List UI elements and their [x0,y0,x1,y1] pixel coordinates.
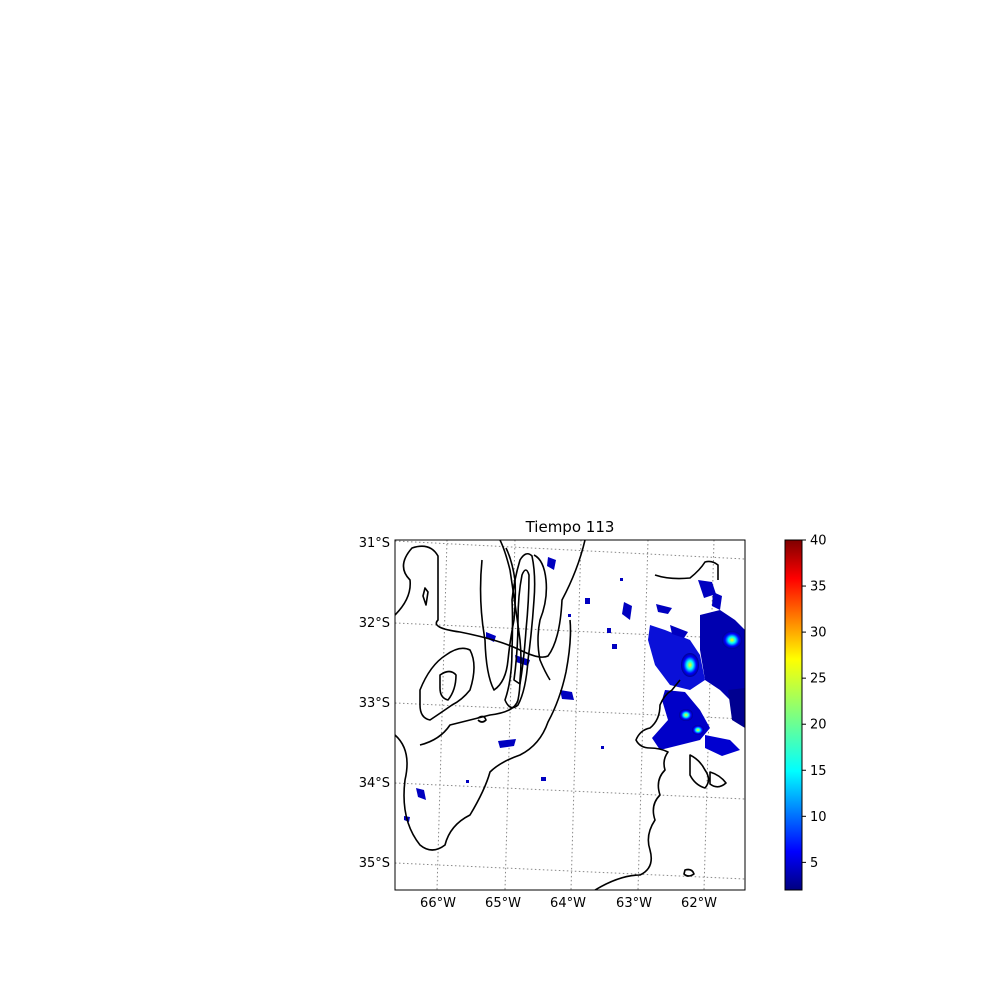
colorbar-tick-label: 30 [810,626,827,641]
lon-label: 64°W [550,896,586,911]
contour-inner-1 [419,540,522,746]
lat-label: 32°S [359,616,390,631]
lat-label: 31°S [359,536,390,551]
colorbar-tick-label: 35 [810,580,827,595]
map-title: Tiempo 113 [525,518,615,536]
contour-outer [395,540,586,658]
lat-label: 34°S [359,776,390,791]
lon-axis: 66°W 65°W 64°W 63°W 62°W [420,896,717,911]
lat-label: 33°S [359,696,390,711]
contour-inner-7 [439,670,457,701]
precipitation-field [404,557,745,822]
contour-inner-2 [419,647,475,721]
contour-islands [683,754,727,877]
parallel-31 [395,540,745,560]
map-panel [395,540,745,890]
contour-inner-5 [513,569,530,685]
lat-axis: 31°S 32°S 33°S 34°S 35°S [359,536,390,871]
graticule [395,540,745,890]
contour-south [395,619,572,851]
contour-ring [477,715,487,723]
colorbar-tick-label: 40 [810,534,827,549]
lon-label: 66°W [420,896,456,911]
lon-label: 62°W [681,896,717,911]
colorbar-tick-label: 10 [810,810,827,825]
contour-lake [422,587,429,606]
contour-inner-6 [533,554,551,681]
map-frame [394,539,746,891]
contour-northeast [654,560,719,580]
colorbar-tick-label: 25 [810,672,827,687]
colorbar-tick-label: 20 [810,718,827,733]
colorbar-tick-label: 5 [810,856,818,871]
lon-label: 65°W [485,896,521,911]
colorbar-gradient [784,539,803,891]
lat-label: 35°S [359,856,390,871]
contour-east-coast [594,679,681,890]
colorbar: 5 10 15 20 25 30 35 40 [784,534,827,891]
colorbar-ticks: 5 10 15 20 25 30 35 40 [802,534,827,871]
contour-lines [395,540,727,890]
contour-inner-4 [504,552,536,709]
colorbar-tick-label: 15 [810,764,827,779]
lon-label: 63°W [616,896,652,911]
